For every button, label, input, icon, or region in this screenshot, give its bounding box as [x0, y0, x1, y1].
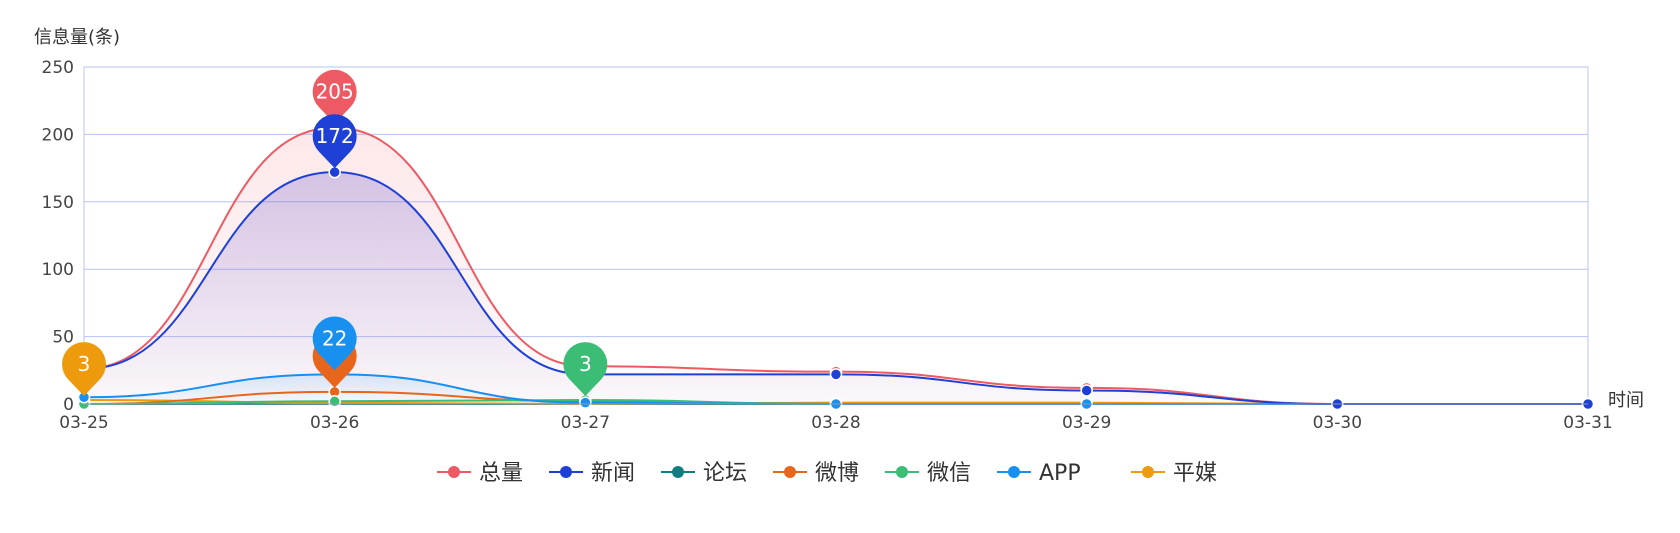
legend-item-0[interactable]: 总量: [437, 461, 523, 486]
data-point[interactable]: [579, 396, 592, 409]
y-tick-label: 50: [52, 328, 74, 348]
x-axis-title: 时间: [1608, 390, 1644, 411]
pin-label: 22: [322, 326, 347, 350]
pin-label: 172: [316, 124, 354, 148]
legend-label: 微信: [927, 461, 971, 486]
x-tick-label: 03-31: [1563, 413, 1612, 433]
pin-label: 3: [78, 352, 91, 376]
y-tick-label: 150: [42, 193, 74, 213]
max-value-pin: [563, 342, 608, 396]
legend-marker: [672, 466, 684, 478]
legend-item-3[interactable]: 微博: [773, 461, 859, 486]
y-tick-label: 0: [63, 395, 74, 415]
max-value-pin: [312, 69, 357, 124]
x-tick-label: 03-28: [811, 413, 860, 433]
x-tick-label: 03-29: [1062, 413, 1111, 433]
x-tick-label: 03-30: [1313, 413, 1362, 433]
x-tick-label: 03-25: [59, 413, 108, 433]
y-axis-title: 信息量(条): [34, 27, 120, 48]
max-value-pin: [62, 342, 106, 396]
data-point[interactable]: [829, 368, 843, 381]
pin-label: 3: [579, 352, 592, 376]
y-tick-label: 250: [42, 58, 74, 78]
legend-label: 论坛: [703, 461, 747, 486]
legend-item-1[interactable]: 新闻: [549, 461, 635, 486]
data-point[interactable]: [328, 395, 341, 408]
pin-label: 205: [316, 80, 354, 104]
legend-marker: [896, 466, 908, 478]
y-tick-label: 200: [42, 125, 74, 145]
legend-label: 平媒: [1173, 461, 1217, 486]
legend-item-6[interactable]: 平媒: [1131, 461, 1217, 486]
legend-item-5[interactable]: APP: [997, 461, 1081, 486]
legend-label: 总量: [479, 461, 523, 486]
legend-marker: [784, 466, 796, 478]
y-tick-label: 100: [42, 260, 74, 280]
legend-label: APP: [1039, 461, 1081, 486]
series-area-1: [84, 172, 1588, 404]
legend-marker: [448, 466, 460, 478]
legend-marker: [1008, 466, 1020, 478]
x-tick-label: 03-27: [561, 413, 610, 433]
legend-marker: [1142, 466, 1154, 478]
legend-marker: [560, 466, 572, 478]
data-point[interactable]: [1080, 384, 1093, 397]
legend-item-2[interactable]: 论坛: [661, 461, 747, 486]
max-value-pin: [312, 114, 357, 169]
max-value-pin: [312, 316, 357, 371]
legend-item-4[interactable]: 微信: [885, 461, 971, 486]
x-tick-label: 03-26: [310, 413, 359, 433]
legend-label: 新闻: [591, 461, 635, 486]
legend-label: 微博: [815, 461, 859, 486]
data-point[interactable]: [328, 165, 341, 179]
